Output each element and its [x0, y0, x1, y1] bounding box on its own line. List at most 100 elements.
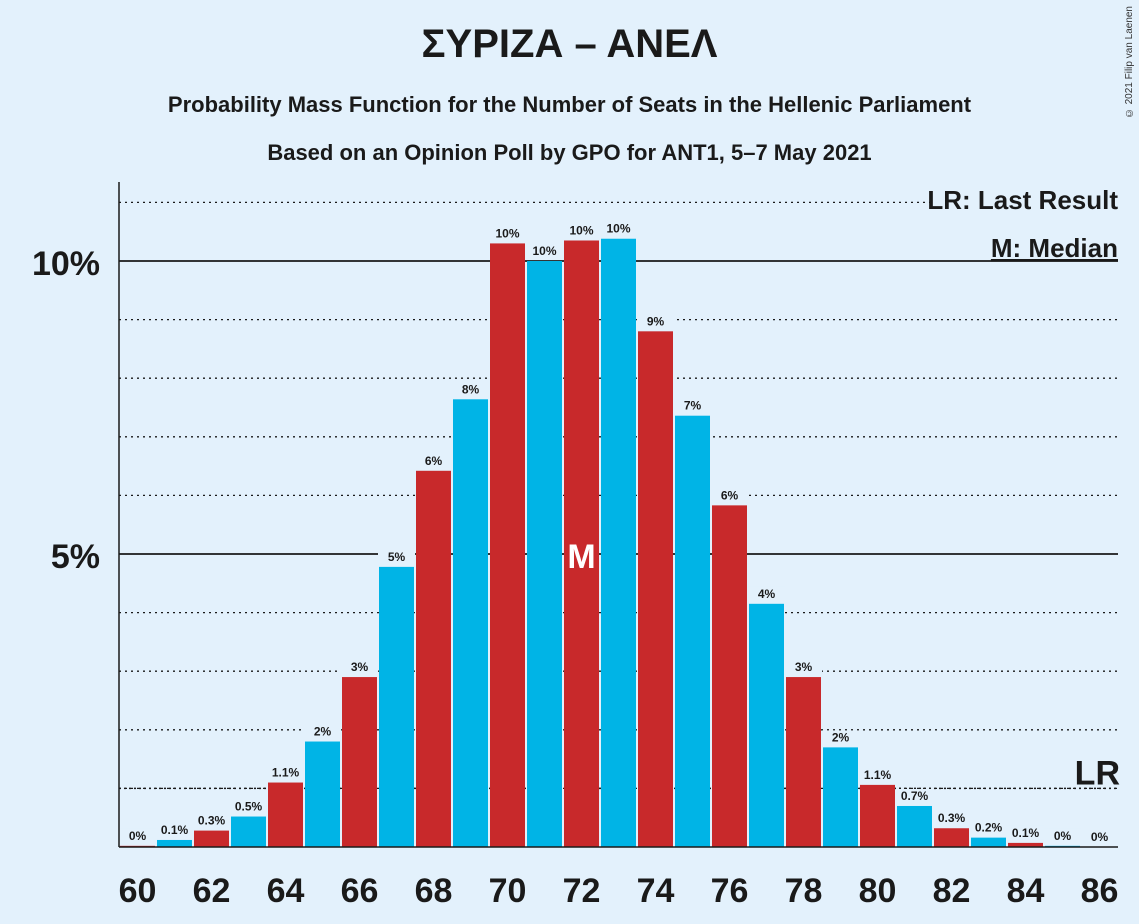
- bar-label-background: [489, 226, 526, 241]
- bar-label-background: [600, 221, 637, 236]
- bar-label-background: [526, 244, 563, 258]
- x-tick-label: 80: [859, 872, 897, 910]
- median-marker: M: [567, 538, 595, 576]
- chart-subtitle: Probability Mass Function for the Number…: [167, 92, 972, 117]
- x-tick-label: 74: [637, 872, 675, 910]
- x-tick-label: 70: [489, 872, 527, 910]
- bar: [194, 830, 229, 847]
- bar: [675, 415, 710, 847]
- x-tick-label: 82: [933, 872, 971, 910]
- bar-value-label: 0.2%: [975, 821, 1003, 835]
- bar: [268, 782, 303, 847]
- bar-value-label: 10%: [532, 244, 556, 258]
- bar-label-background: [637, 314, 674, 329]
- bar-value-label: 0%: [129, 829, 147, 843]
- bar-label-background: [785, 660, 822, 675]
- bar: [342, 677, 377, 847]
- legend-median: M: Median: [991, 233, 1118, 263]
- bar-value-label: 10%: [495, 226, 519, 240]
- last-result-label: LR: [1075, 754, 1120, 792]
- chart-source: Based on an Opinion Poll by GPO for ANT1…: [267, 140, 872, 165]
- y-tick-label: 5%: [51, 538, 100, 576]
- bar-label-background: [933, 811, 970, 826]
- bar-label-background: [452, 382, 489, 397]
- bar-label-background: [1081, 830, 1118, 844]
- legend-background: [975, 232, 1120, 258]
- bar-label-background: [822, 730, 859, 745]
- bar-value-label: 5%: [388, 550, 406, 564]
- bar-value-label: 0.3%: [938, 811, 966, 825]
- bar: [564, 240, 599, 848]
- chart-title: ΣΥΡΙΖΑ – ΑΝΕΛ: [421, 22, 718, 66]
- bar-value-label: 10%: [606, 222, 630, 236]
- x-tick-label: 62: [193, 872, 231, 910]
- y-tick-label: 10%: [32, 245, 100, 283]
- bar-label-background: [304, 724, 341, 739]
- x-tick-label: 66: [341, 872, 379, 910]
- bar-label-background: [674, 398, 711, 413]
- bar: [490, 243, 525, 848]
- bar-label-background: [1007, 825, 1044, 840]
- bar-label-background: [415, 453, 452, 468]
- bar: [453, 399, 488, 847]
- bar: [971, 837, 1006, 847]
- bar-label-background: [970, 820, 1007, 835]
- bar: [305, 741, 340, 847]
- bar-value-label: 0.1%: [161, 823, 189, 837]
- bar-value-label: 0%: [1054, 829, 1072, 843]
- bar: [786, 677, 821, 847]
- bar: [934, 828, 969, 847]
- x-tick-label: 84: [1007, 872, 1045, 910]
- bar-value-label: 0.3%: [198, 814, 226, 828]
- bar-value-label: 0.5%: [235, 800, 263, 814]
- bar: [601, 238, 636, 847]
- bar: [1008, 842, 1043, 847]
- bar-value-label: 7%: [684, 399, 702, 413]
- bar-value-label: 8%: [462, 382, 480, 396]
- bar-value-label: 0.7%: [901, 789, 929, 803]
- bar: [860, 784, 895, 847]
- bar-value-label: 2%: [314, 725, 332, 739]
- bar-value-label: 9%: [647, 314, 665, 328]
- bar: [823, 747, 858, 847]
- bar-value-label: 1.1%: [864, 768, 892, 782]
- bar-value-label: 10%: [569, 223, 593, 237]
- bar: [231, 816, 266, 847]
- x-tick-label: 68: [415, 872, 453, 910]
- bar-label-background: [859, 767, 896, 782]
- legend-background: [930, 184, 1120, 214]
- bar-label-background: [1044, 828, 1081, 843]
- x-tick-label: 86: [1081, 872, 1119, 910]
- bar-label-background: [267, 765, 304, 780]
- x-tick-label: 76: [711, 872, 749, 910]
- bar-value-label: 0.1%: [1012, 826, 1040, 840]
- legend-last-result: LR: Last Result: [927, 185, 1118, 215]
- bar-value-label: 6%: [425, 454, 443, 468]
- x-tick-label: 78: [785, 872, 823, 910]
- bar-label-background: [230, 799, 267, 814]
- bar-label-background: [711, 488, 748, 503]
- bar-value-label: 3%: [351, 660, 369, 674]
- x-tick-label: 72: [563, 872, 601, 910]
- bar-label-background: [156, 822, 193, 837]
- x-tick-label: 60: [119, 872, 157, 910]
- bar-value-label: 0%: [1091, 830, 1109, 844]
- bar-label-background: [748, 586, 785, 601]
- bar-label-background: [563, 223, 600, 238]
- bar: [749, 603, 784, 847]
- bar-value-label: 1.1%: [272, 766, 300, 780]
- bar-label-background: [378, 549, 415, 564]
- bar: [638, 331, 673, 847]
- bar-label-background: [341, 660, 378, 675]
- bar: [157, 839, 192, 847]
- bar: [712, 505, 747, 847]
- bar-label-background: [119, 828, 156, 843]
- bar-value-label: 3%: [795, 660, 813, 674]
- x-tick-label: 64: [267, 872, 305, 910]
- bar-value-label: 6%: [721, 488, 739, 502]
- bar-label-background: [193, 813, 230, 828]
- bar-value-label: 2%: [832, 730, 850, 744]
- bar: [379, 566, 414, 847]
- bar-label-background: [896, 788, 933, 803]
